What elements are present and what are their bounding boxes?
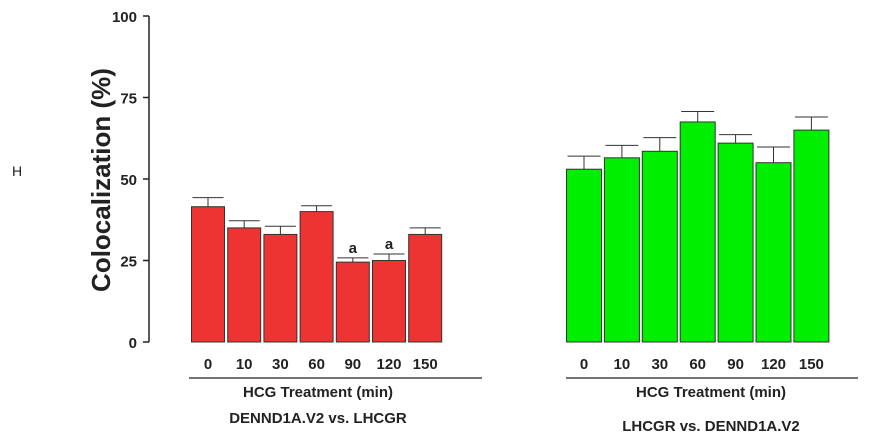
bar [372, 260, 406, 343]
x-tick-label: 90 [344, 356, 361, 373]
y-tick-label: 75 [120, 91, 137, 108]
x-tick-label: 0 [204, 356, 212, 373]
x-tick-label: 120 [761, 356, 786, 373]
x-tick-label: 10 [614, 356, 631, 373]
bar [679, 121, 716, 343]
bar [227, 227, 262, 343]
panel-letter: H [12, 163, 22, 179]
x-axis-label: HCG Treatment (min) [636, 384, 786, 401]
bar [641, 150, 678, 343]
x-tick-label: 30 [651, 356, 668, 373]
bar [755, 162, 792, 343]
y-tick-label: 50 [120, 172, 137, 189]
bar-annotation: a [349, 240, 358, 257]
y-tick-label: 25 [120, 254, 137, 271]
bar-group-1: 0 10 30 60 a 90 a 120 150 HCG Treatment (min) DENN… [189, 197, 482, 427]
x-tick-label: 60 [689, 356, 706, 373]
x-tick-label: 30 [272, 356, 289, 373]
bar [299, 211, 334, 343]
bars: 0 10 30 60 a 90 a 120 150 HCG Treatment (min) DENN… [189, 111, 858, 435]
bar [408, 233, 443, 343]
bar [335, 261, 370, 343]
x-tick-label: 150 [413, 356, 438, 373]
y-axis: 0 25 50 75 100 [112, 9, 150, 352]
x-tick-label: 150 [799, 356, 824, 373]
y-tick-label: 100 [112, 9, 137, 26]
bar [603, 157, 640, 343]
y-tick-label: 0 [129, 335, 137, 352]
x-tick-label: 0 [580, 356, 588, 373]
x-tick-label: 60 [308, 356, 325, 373]
y-axis-label: Colocalization (%) [86, 68, 116, 292]
bar [191, 206, 225, 343]
bar [717, 142, 754, 343]
x-tick-label: 120 [376, 356, 401, 373]
x-tick-label: 90 [727, 356, 744, 373]
group-caption: LHCGR vs. DENND1A.V2 [622, 418, 800, 435]
bar [793, 129, 830, 343]
x-tick-label: 10 [236, 356, 253, 373]
bar-group-2: 0 10 30 60 90 120 150 HCG Treatment (min) LHCGR … [566, 111, 858, 435]
bar [263, 233, 298, 343]
group-caption: DENND1A.V2 vs. LHCGR [229, 410, 407, 427]
x-axis-label: HCG Treatment (min) [243, 384, 393, 401]
bar-annotation: a [385, 236, 394, 253]
bar [566, 168, 602, 343]
